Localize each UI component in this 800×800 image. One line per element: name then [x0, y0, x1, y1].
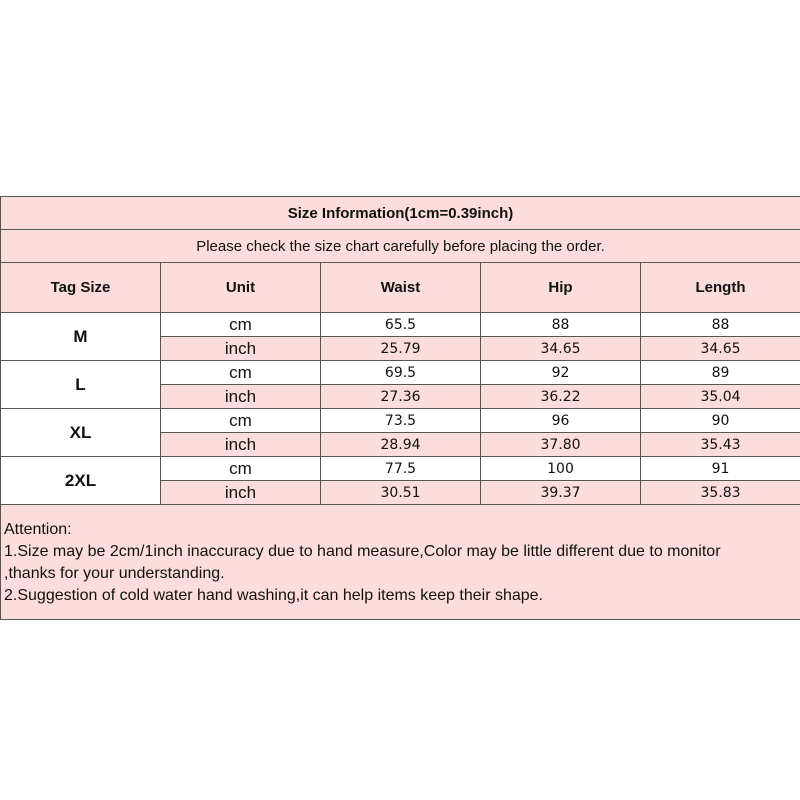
unit-cell: cm	[160, 360, 321, 385]
note-line: ,thanks for your understanding.	[4, 565, 225, 582]
header-length: Length	[640, 262, 800, 313]
value-cell: 96	[480, 408, 641, 433]
tag-size-cell: L	[0, 360, 161, 409]
value-cell: 88	[480, 312, 641, 337]
value-cell: 34.65	[480, 336, 641, 361]
value-cell: 39.37	[480, 480, 641, 505]
value-cell: 92	[480, 360, 641, 385]
value-cell: 77.5	[320, 456, 481, 481]
header-row: Tag Size Unit Waist Hip Length	[0, 262, 800, 313]
table-row: 2XL cm 77.5 100 91	[0, 456, 800, 505]
unit-cell: inch	[160, 432, 321, 457]
note-line: 2.Suggestion of cold water hand washing,…	[4, 587, 543, 604]
header-unit: Unit	[160, 262, 321, 313]
header-waist: Waist	[320, 262, 481, 313]
table-row: XL cm 73.5 96 90	[0, 408, 800, 457]
unit-cell: inch	[160, 384, 321, 409]
value-cell: 69.5	[320, 360, 481, 385]
note-line: 1.Size may be 2cm/1inch inaccuracy due t…	[4, 543, 721, 560]
value-cell: 36.22	[480, 384, 641, 409]
unit-cell: inch	[160, 480, 321, 505]
value-cell: 88	[640, 312, 800, 337]
value-cell: 25.79	[320, 336, 481, 361]
value-cell: 35.04	[640, 384, 800, 409]
value-cell: 28.94	[320, 432, 481, 457]
value-cell: 89	[640, 360, 800, 385]
value-cell: 34.65	[640, 336, 800, 361]
size-chart-table: Size Information(1cm=0.39inch) Please ch…	[0, 196, 800, 620]
note-line: Attention:	[4, 521, 72, 538]
value-cell: 30.51	[320, 480, 481, 505]
header-hip: Hip	[480, 262, 641, 313]
tag-size-cell: M	[0, 312, 161, 361]
table-title: Size Information(1cm=0.39inch)	[0, 196, 800, 230]
value-cell: 27.36	[320, 384, 481, 409]
tag-size-cell: XL	[0, 408, 161, 457]
tag-size-cell: 2XL	[0, 456, 161, 505]
value-cell: 73.5	[320, 408, 481, 433]
unit-cell: cm	[160, 456, 321, 481]
unit-cell: inch	[160, 336, 321, 361]
value-cell: 91	[640, 456, 800, 481]
value-cell: 100	[480, 456, 641, 481]
unit-cell: cm	[160, 408, 321, 433]
header-tag-size: Tag Size	[0, 262, 161, 313]
value-cell: 35.83	[640, 480, 800, 505]
value-cell: 90	[640, 408, 800, 433]
attention-notes: Attention: 1.Size may be 2cm/1inch inaccu…	[0, 504, 800, 620]
value-cell: 35.43	[640, 432, 800, 457]
table-row: inch 25.79 34.65 34.65	[0, 336, 800, 361]
value-cell: 37.80	[480, 432, 641, 457]
value-cell: 65.5	[320, 312, 481, 337]
unit-cell: cm	[160, 312, 321, 337]
table-subtitle: Please check the size chart carefully be…	[0, 229, 800, 263]
